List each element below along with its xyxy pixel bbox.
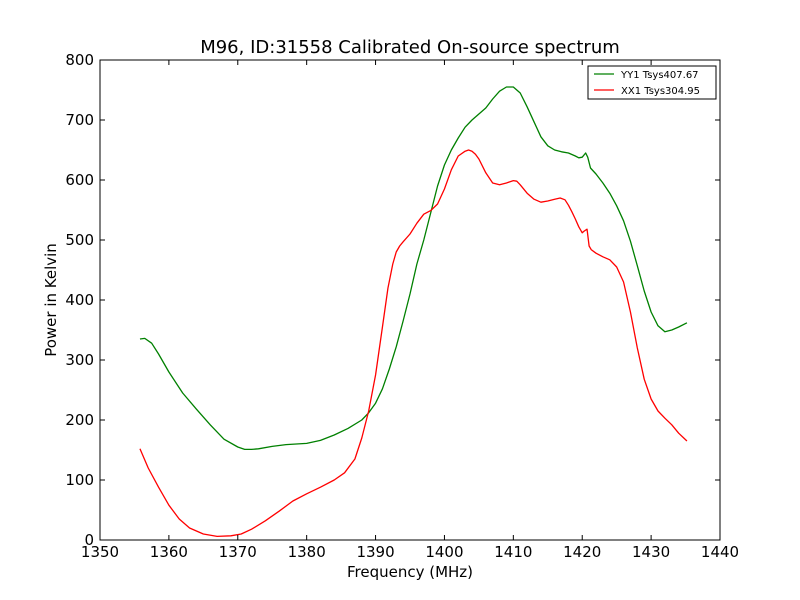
y-tick-label: 400 xyxy=(65,291,94,309)
x-tick-label: 1390 xyxy=(356,543,394,561)
series-line-0 xyxy=(139,86,688,451)
x-tick-label: 1430 xyxy=(632,543,670,561)
y-tick-label: 500 xyxy=(65,231,94,249)
legend: YY1 Tsys407.67 XX1 Tsys304.95 xyxy=(587,65,717,100)
x-tick-label: 1400 xyxy=(425,543,463,561)
y-tick-label: 600 xyxy=(65,171,94,189)
plot-border xyxy=(99,59,721,541)
x-tick-label: 1410 xyxy=(494,543,532,561)
x-tick-label: 1420 xyxy=(563,543,601,561)
y-tick-label: 200 xyxy=(65,411,94,429)
x-tick-label: 1370 xyxy=(219,543,257,561)
legend-label-xx1: XX1 Tsys304.95 xyxy=(621,86,700,97)
x-tick-label: 1380 xyxy=(288,543,326,561)
y-tick-label: 800 xyxy=(65,51,94,69)
legend-label-yy1: YY1 Tsys407.67 xyxy=(620,70,699,81)
axes-layer: 1350 1360 1370 1380 1390 1400 1410 1420 1430 1440… xyxy=(65,51,739,561)
series-layer xyxy=(139,86,688,538)
legend-box xyxy=(587,65,717,100)
series-line-1 xyxy=(139,149,688,538)
x-tick-label: 1360 xyxy=(150,543,188,561)
y-tick-label: 0 xyxy=(84,531,94,549)
x-tick-label: 1350 xyxy=(81,543,119,561)
y-tick-label: 700 xyxy=(65,111,94,129)
y-axis-label: Power in Kelvin xyxy=(42,243,60,357)
y-tick-label: 300 xyxy=(65,351,94,369)
chart-title: M96, ID:31558 Calibrated On-source spect… xyxy=(200,37,620,58)
y-tick-label: 100 xyxy=(65,471,94,489)
x-axis-label: Frequency (MHz) xyxy=(347,563,473,581)
plot-area xyxy=(100,60,720,540)
x-tick-label: 1440 xyxy=(701,543,739,561)
